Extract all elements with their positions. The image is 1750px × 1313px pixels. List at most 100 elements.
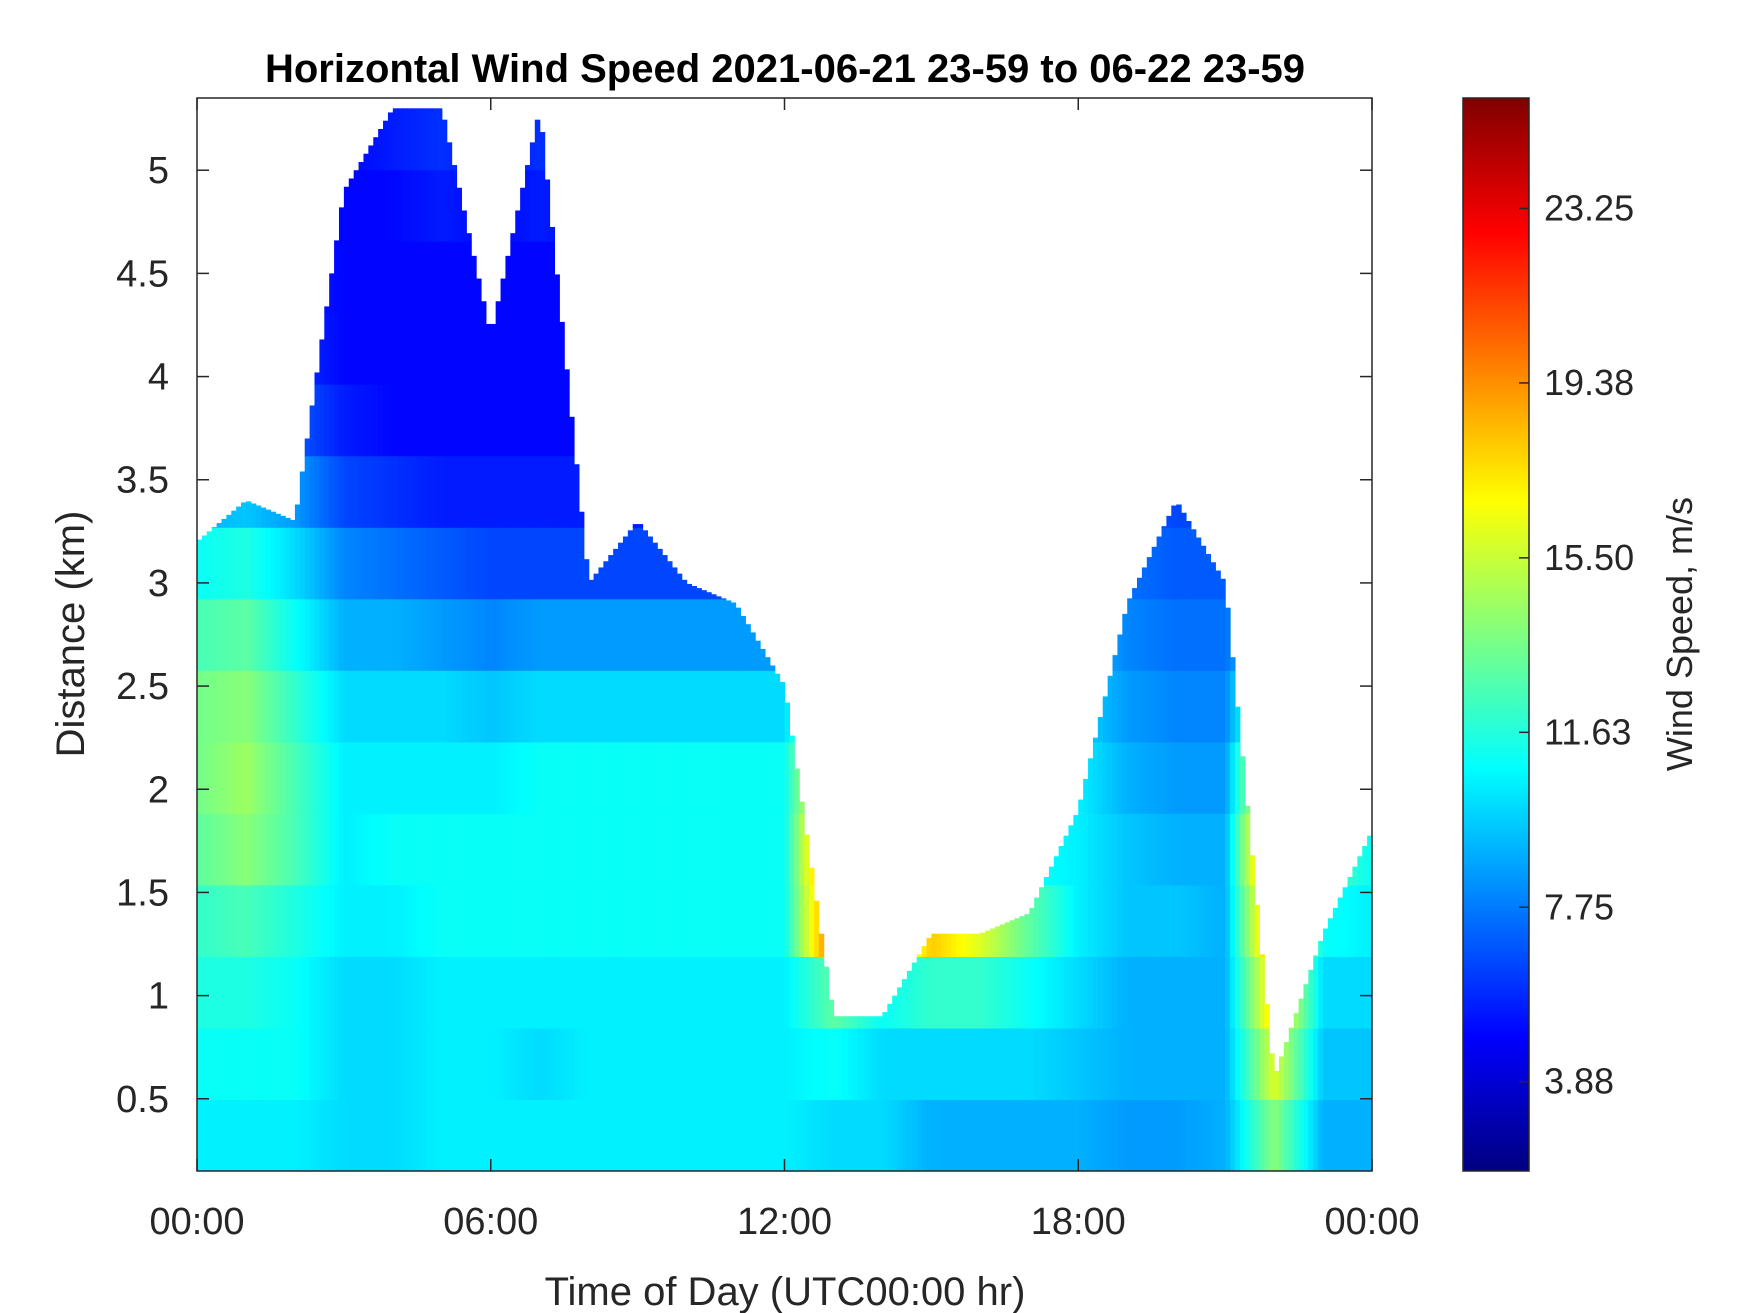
heatmap-cell: [813, 900, 820, 957]
heatmap-cell: [529, 884, 536, 957]
heatmap-cell: [299, 813, 306, 886]
heatmap-cell: [1107, 884, 1114, 957]
heatmap-cell: [720, 598, 727, 600]
heatmap-cell: [451, 384, 458, 457]
heatmap-cell: [755, 1099, 761, 1171]
heatmap-cell: [769, 741, 776, 814]
heatmap-cell: [1225, 670, 1231, 743]
heatmap-cell: [343, 312, 350, 385]
heatmap-cell: [197, 956, 203, 1029]
heatmap-cell: [578, 598, 585, 671]
heatmap-cell: [324, 1099, 330, 1171]
heatmap-cell: [657, 1027, 663, 1101]
heatmap-cell: [618, 670, 624, 743]
heatmap-cell: [250, 813, 257, 886]
heatmap-cell: [1127, 1099, 1133, 1171]
heatmap-cell: [745, 956, 751, 1029]
heatmap-cell: [1132, 1027, 1138, 1101]
heatmap-cell: [1225, 956, 1231, 1029]
heatmap-cell: [936, 956, 942, 1029]
heatmap-cell: [1014, 918, 1021, 957]
heatmap-cell: [245, 670, 252, 743]
heatmap-cell: [1210, 1099, 1216, 1171]
heatmap-cell: [946, 1027, 952, 1101]
heatmap-cell: [471, 956, 477, 1029]
heatmap-cell: [270, 670, 276, 743]
heatmap-cell: [897, 1027, 903, 1101]
heatmap-cell: [598, 567, 604, 600]
heatmap-cell: [461, 1099, 467, 1171]
heatmap-cell: [319, 956, 325, 1029]
heatmap-cell: [1234, 813, 1241, 886]
heatmap-cell: [686, 583, 693, 600]
heatmap-cell: [304, 1099, 311, 1171]
heatmap-cell: [662, 555, 668, 600]
heatmap-cell: [348, 312, 355, 385]
heatmap-cell: [828, 999, 835, 1029]
heatmap-cell: [578, 884, 585, 957]
heatmap-cell: [490, 884, 497, 957]
heatmap-cell: [725, 956, 732, 1029]
heatmap-cell: [1181, 1099, 1187, 1171]
heatmap-cell: [304, 884, 311, 957]
heatmap-cell: [892, 1099, 898, 1171]
heatmap-cell: [549, 226, 555, 242]
heatmap-cell: [520, 384, 526, 457]
heatmap-cell: [1137, 670, 1143, 743]
heatmap-cell: [764, 1099, 771, 1171]
heatmap-cell: [720, 1027, 727, 1101]
heatmap-cell: [1220, 578, 1226, 600]
heatmap-cell: [1043, 884, 1050, 957]
heatmap-cell: [730, 813, 737, 886]
heatmap-cell: [495, 527, 502, 600]
heatmap-cell: [529, 241, 536, 314]
heatmap-cell: [402, 241, 409, 314]
heatmap-cell: [378, 455, 384, 528]
heatmap-cell: [745, 1099, 751, 1171]
heatmap-cell: [1318, 956, 1324, 1029]
heatmap-cell: [1185, 527, 1192, 600]
y-tick-label: 1.5: [116, 872, 169, 914]
heatmap-cell: [432, 455, 438, 528]
heatmap-cell: [290, 741, 296, 814]
heatmap-cell: [363, 956, 369, 1029]
heatmap-cell: [1146, 741, 1153, 814]
heatmap-cell: [397, 884, 404, 957]
heatmap-cell: [573, 527, 580, 600]
heatmap-cell: [715, 884, 722, 957]
heatmap-cell: [1137, 1027, 1143, 1101]
heatmap-cell: [686, 598, 693, 671]
heatmap-cell: [441, 384, 448, 457]
heatmap-cell: [745, 741, 751, 814]
heatmap-cell: [1127, 956, 1133, 1029]
heatmap-cell: [769, 1027, 776, 1101]
heatmap-cell: [1303, 1027, 1309, 1101]
heatmap-cell: [1132, 598, 1138, 671]
heatmap-cell: [1092, 884, 1099, 957]
heatmap-cell: [525, 165, 531, 171]
heatmap-cell: [265, 670, 272, 743]
heatmap-cell: [432, 598, 438, 671]
heatmap-cell: [867, 1016, 874, 1029]
heatmap-cell: [495, 1027, 502, 1101]
heatmap-cell: [432, 241, 438, 314]
heatmap-cell: [241, 1027, 247, 1101]
heatmap-cell: [1234, 1099, 1241, 1171]
heatmap-cell: [529, 1099, 536, 1171]
heatmap-cell: [676, 1027, 683, 1101]
heatmap-cell: [285, 741, 291, 814]
heatmap-cell: [735, 956, 742, 1029]
heatmap-cell: [436, 108, 443, 171]
heatmap-cell: [569, 741, 575, 814]
heatmap-cell: [1205, 956, 1212, 1029]
heatmap-cell: [1102, 696, 1109, 743]
heatmap-cell: [794, 1027, 800, 1101]
heatmap-cell: [960, 1099, 967, 1171]
heatmap-cell: [564, 369, 570, 385]
heatmap-cell: [686, 884, 693, 957]
heatmap-cell: [422, 1099, 428, 1171]
heatmap-cell: [1337, 1099, 1344, 1171]
heatmap-cell: [290, 519, 296, 528]
heatmap-cell: [897, 1099, 903, 1171]
heatmap-cell: [1298, 1099, 1305, 1171]
